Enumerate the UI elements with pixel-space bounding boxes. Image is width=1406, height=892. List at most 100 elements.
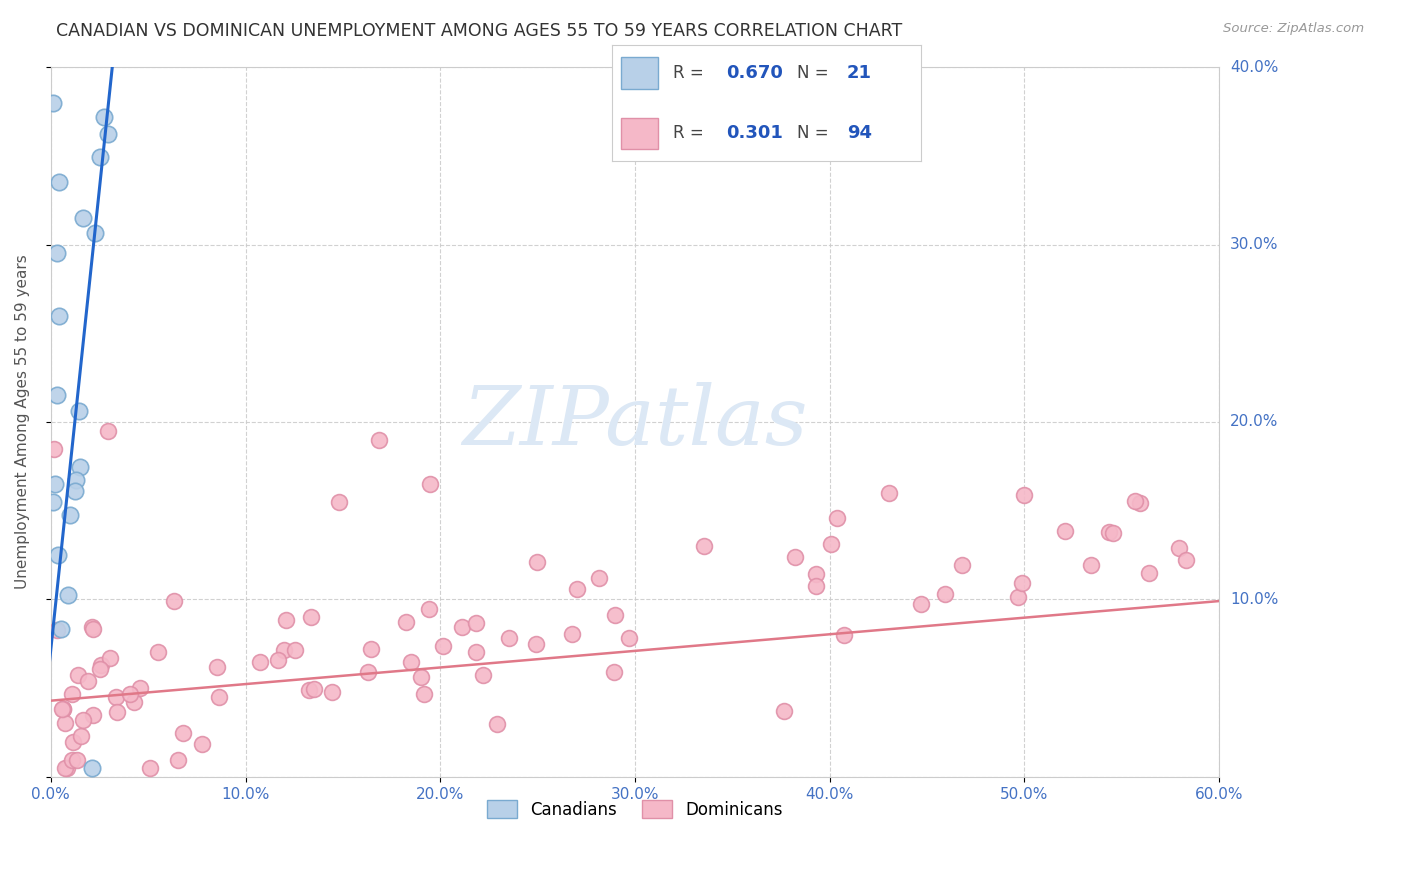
Point — [76, 674, 98, 689]
Point — [693, 539, 716, 553]
Text: 10.0%: 10.0% — [1230, 592, 1278, 607]
Point — [565, 582, 588, 596]
Point — [409, 670, 432, 684]
Point — [804, 567, 827, 582]
Point — [395, 615, 418, 629]
Point — [62, 735, 84, 749]
Text: 30.0%: 30.0% — [1230, 237, 1278, 252]
Point — [45, 623, 67, 637]
Point — [60, 753, 83, 767]
Text: R =: R = — [673, 124, 710, 143]
Point — [67, 403, 90, 417]
Point — [950, 558, 973, 572]
Point — [80, 761, 103, 775]
Y-axis label: Unemployment Among Ages 55 to 59 years: Unemployment Among Ages 55 to 59 years — [15, 254, 30, 590]
Point — [419, 477, 441, 491]
Point — [1102, 525, 1125, 540]
Point — [498, 631, 520, 645]
Point — [89, 150, 111, 164]
Point — [65, 473, 87, 487]
Point — [367, 433, 389, 447]
Point — [82, 620, 104, 634]
Point — [274, 613, 297, 627]
Point — [82, 708, 104, 723]
Point — [773, 704, 796, 718]
Point — [485, 717, 508, 731]
Point — [69, 460, 91, 475]
Text: 94: 94 — [846, 124, 872, 143]
Point — [328, 495, 350, 509]
Point — [1011, 575, 1033, 590]
Point — [104, 690, 127, 705]
Point — [191, 737, 214, 751]
Point — [399, 655, 422, 669]
Point — [118, 687, 141, 701]
Point — [146, 645, 169, 659]
Point — [1168, 541, 1191, 555]
Point — [42, 495, 65, 509]
Point — [451, 619, 474, 633]
Bar — [621, 57, 658, 88]
Point — [603, 665, 626, 680]
Point — [302, 682, 325, 697]
Point — [167, 753, 190, 767]
Text: Source: ZipAtlas.com: Source: ZipAtlas.com — [1223, 22, 1364, 36]
Point — [89, 663, 111, 677]
Point — [51, 702, 73, 716]
Point — [465, 616, 488, 631]
Point — [1129, 496, 1152, 510]
Point — [205, 660, 228, 674]
Point — [53, 761, 76, 775]
Point — [820, 536, 842, 550]
Point — [90, 657, 112, 672]
Point — [934, 587, 956, 601]
Text: 20.0%: 20.0% — [1230, 415, 1278, 429]
Point — [1080, 558, 1102, 572]
Point — [357, 665, 380, 679]
Point — [432, 639, 454, 653]
Point — [412, 687, 434, 701]
Text: N =: N = — [797, 64, 834, 82]
Point — [1098, 524, 1121, 539]
Point — [97, 127, 120, 141]
Point — [59, 508, 82, 523]
Point — [72, 713, 94, 727]
Point — [1007, 590, 1029, 604]
Point — [53, 716, 76, 731]
Point — [298, 682, 321, 697]
Point — [72, 211, 94, 225]
Point — [48, 176, 70, 190]
Point — [163, 593, 186, 607]
Point — [1012, 488, 1035, 502]
Point — [465, 645, 488, 659]
Text: N =: N = — [797, 124, 834, 143]
Point — [418, 602, 440, 616]
Point — [825, 510, 848, 524]
Point — [472, 668, 495, 682]
Point — [98, 651, 121, 665]
Point — [46, 548, 69, 562]
Point — [249, 655, 271, 669]
Point — [93, 110, 115, 124]
Text: CANADIAN VS DOMINICAN UNEMPLOYMENT AMONG AGES 55 TO 59 YEARS CORRELATION CHART: CANADIAN VS DOMINICAN UNEMPLOYMENT AMONG… — [56, 22, 903, 40]
Point — [208, 690, 231, 704]
Point — [49, 622, 72, 636]
Text: 40.0%: 40.0% — [1230, 60, 1278, 75]
Point — [52, 702, 75, 716]
Point — [66, 753, 89, 767]
Point — [56, 588, 79, 602]
Point — [44, 442, 66, 456]
Text: 21: 21 — [846, 64, 872, 82]
Point — [45, 388, 67, 402]
Point — [1175, 553, 1198, 567]
Point — [46, 246, 69, 260]
Point — [63, 483, 86, 498]
Point — [60, 688, 83, 702]
Point — [804, 579, 827, 593]
Point — [561, 626, 583, 640]
Point — [82, 623, 104, 637]
Text: R =: R = — [673, 64, 710, 82]
Point — [588, 571, 610, 585]
Point — [1123, 494, 1146, 508]
Point — [172, 725, 194, 739]
